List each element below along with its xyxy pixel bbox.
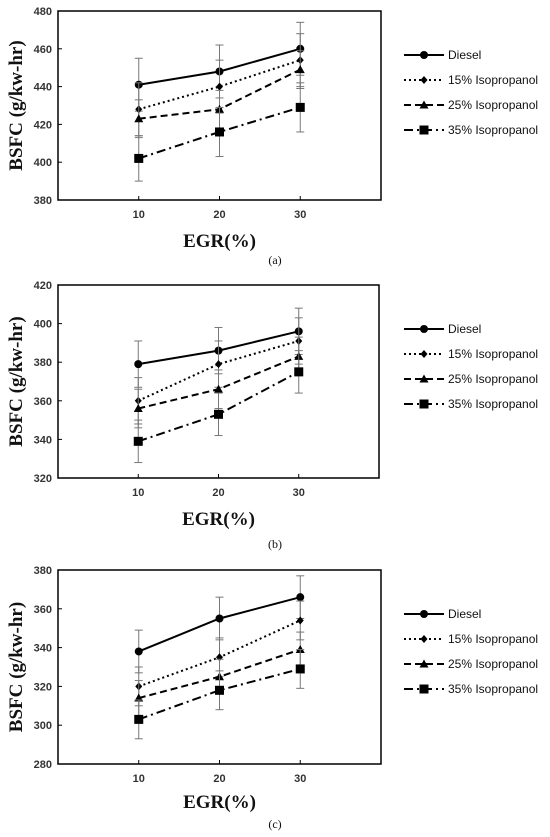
data-point: [134, 647, 143, 656]
x-tick-label: 20: [213, 773, 225, 785]
y-axis-title: BSFC (g/kw-hr): [6, 40, 27, 170]
panel-label: (c): [268, 817, 281, 831]
series-line: [138, 59, 301, 111]
legend-marker: [420, 51, 428, 59]
x-axis-title: EGR(%): [183, 792, 256, 813]
y-tick-label: 280: [34, 759, 52, 771]
data-point: [134, 360, 143, 369]
y-tick-label: 340: [34, 643, 52, 655]
legend-label: Diesel: [448, 322, 481, 336]
series-line: [138, 667, 301, 721]
data-point: [215, 360, 222, 369]
legend-label: 25% Isopropanol: [448, 98, 538, 112]
y-tick-label: 320: [34, 473, 52, 485]
y-axis-title: BSFC (g/kw-hr): [6, 316, 27, 446]
panel-label: (b): [268, 537, 282, 551]
legend-label: 15% Isopropanol: [448, 632, 538, 646]
legend-marker: [419, 399, 429, 409]
y-tick-label: 400: [34, 319, 52, 331]
y-tick-label: 420: [34, 280, 52, 292]
data-point: [134, 153, 144, 163]
data-point: [134, 714, 144, 724]
legend-label: Diesel: [448, 48, 481, 62]
legend-label: 35% Isopropanol: [448, 682, 538, 696]
y-tick-label: 340: [34, 434, 52, 446]
legend-marker: [420, 76, 428, 84]
y-tick-label: 360: [34, 396, 52, 408]
data-point: [214, 384, 223, 393]
series-1: Diesel: [134, 575, 481, 674]
data-point: [295, 65, 305, 74]
series-4: 35% Isopropanol: [133, 350, 538, 464]
legend-label: 25% Isopropanol: [448, 657, 538, 671]
x-tick-label: 30: [293, 487, 305, 499]
legend-label: 25% Isopropanol: [448, 372, 538, 386]
x-axis-title: EGR(%): [183, 231, 256, 252]
y-tick-label: 440: [34, 82, 52, 94]
data-point: [215, 127, 224, 137]
series-4: 35% Isopropanol: [134, 649, 538, 740]
chart-panel-2: 320 340 360 380 400 420 10 20 30 EGR(%) BSFC (g/kw…: [6, 280, 538, 551]
data-point: [215, 685, 224, 695]
series-4: 35% Isopropanol: [134, 82, 538, 182]
y-tick-label: 460: [34, 44, 52, 56]
data-point: [296, 593, 305, 602]
x-tick-label: 30: [294, 773, 306, 785]
y-tick-label: 320: [34, 681, 52, 693]
y-tick-label: 420: [34, 119, 52, 131]
series-1: Diesel: [134, 307, 481, 388]
legend-marker: [420, 610, 428, 618]
y-tick-label: 380: [34, 357, 52, 369]
series-1: Diesel: [134, 21, 481, 112]
x-tick-label: 30: [294, 209, 306, 221]
legend-marker: [419, 684, 429, 694]
legend-marker: [419, 100, 429, 109]
y-tick-label: 400: [34, 157, 52, 169]
legend-marker: [420, 325, 428, 333]
chart-panel-1: 380 400 420 440 460 480 10 20 30 EGR(%) BSFC (g/kw…: [6, 6, 538, 267]
legend-marker: [420, 635, 428, 643]
y-tick-label: 300: [34, 720, 52, 732]
y-tick-label: 480: [34, 6, 52, 18]
y-axis-title: BSFC (g/kw-hr): [6, 602, 27, 732]
data-point: [134, 114, 144, 123]
x-tick-label: 20: [212, 487, 224, 499]
x-tick-label: 10: [133, 209, 145, 221]
legend-marker: [419, 125, 429, 135]
y-tick-label: 360: [34, 604, 52, 616]
legend-marker: [419, 374, 429, 383]
data-point: [215, 614, 224, 623]
legend-label: 15% Isopropanol: [448, 347, 538, 361]
legend-marker: [419, 659, 429, 668]
legend-label: Diesel: [448, 607, 481, 621]
x-axis-title: EGR(%): [182, 509, 255, 530]
data-point: [294, 367, 304, 377]
data-point: [216, 82, 223, 91]
data-point: [295, 102, 305, 112]
panel-label: (a): [268, 253, 281, 267]
y-tick-label: 380: [34, 195, 52, 207]
legend-marker: [420, 350, 428, 358]
x-tick-label: 10: [133, 773, 145, 785]
legend-label: 35% Isopropanol: [448, 397, 538, 411]
x-tick-label: 10: [132, 487, 144, 499]
data-point: [296, 616, 304, 625]
data-point: [295, 664, 305, 674]
chart-panel-3: 280 300 320 340 360 380 10 20 30 EGR(%) BSFC (g/kw…: [6, 565, 538, 831]
x-tick-label: 20: [213, 209, 225, 221]
data-point: [133, 404, 143, 413]
legend-label: 15% Isopropanol: [448, 73, 538, 87]
data-point: [214, 409, 223, 419]
legend-label: 35% Isopropanol: [448, 123, 538, 137]
y-tick-label: 380: [34, 565, 52, 577]
series-2: 15% Isopropanol: [134, 33, 538, 137]
data-point: [133, 436, 143, 446]
